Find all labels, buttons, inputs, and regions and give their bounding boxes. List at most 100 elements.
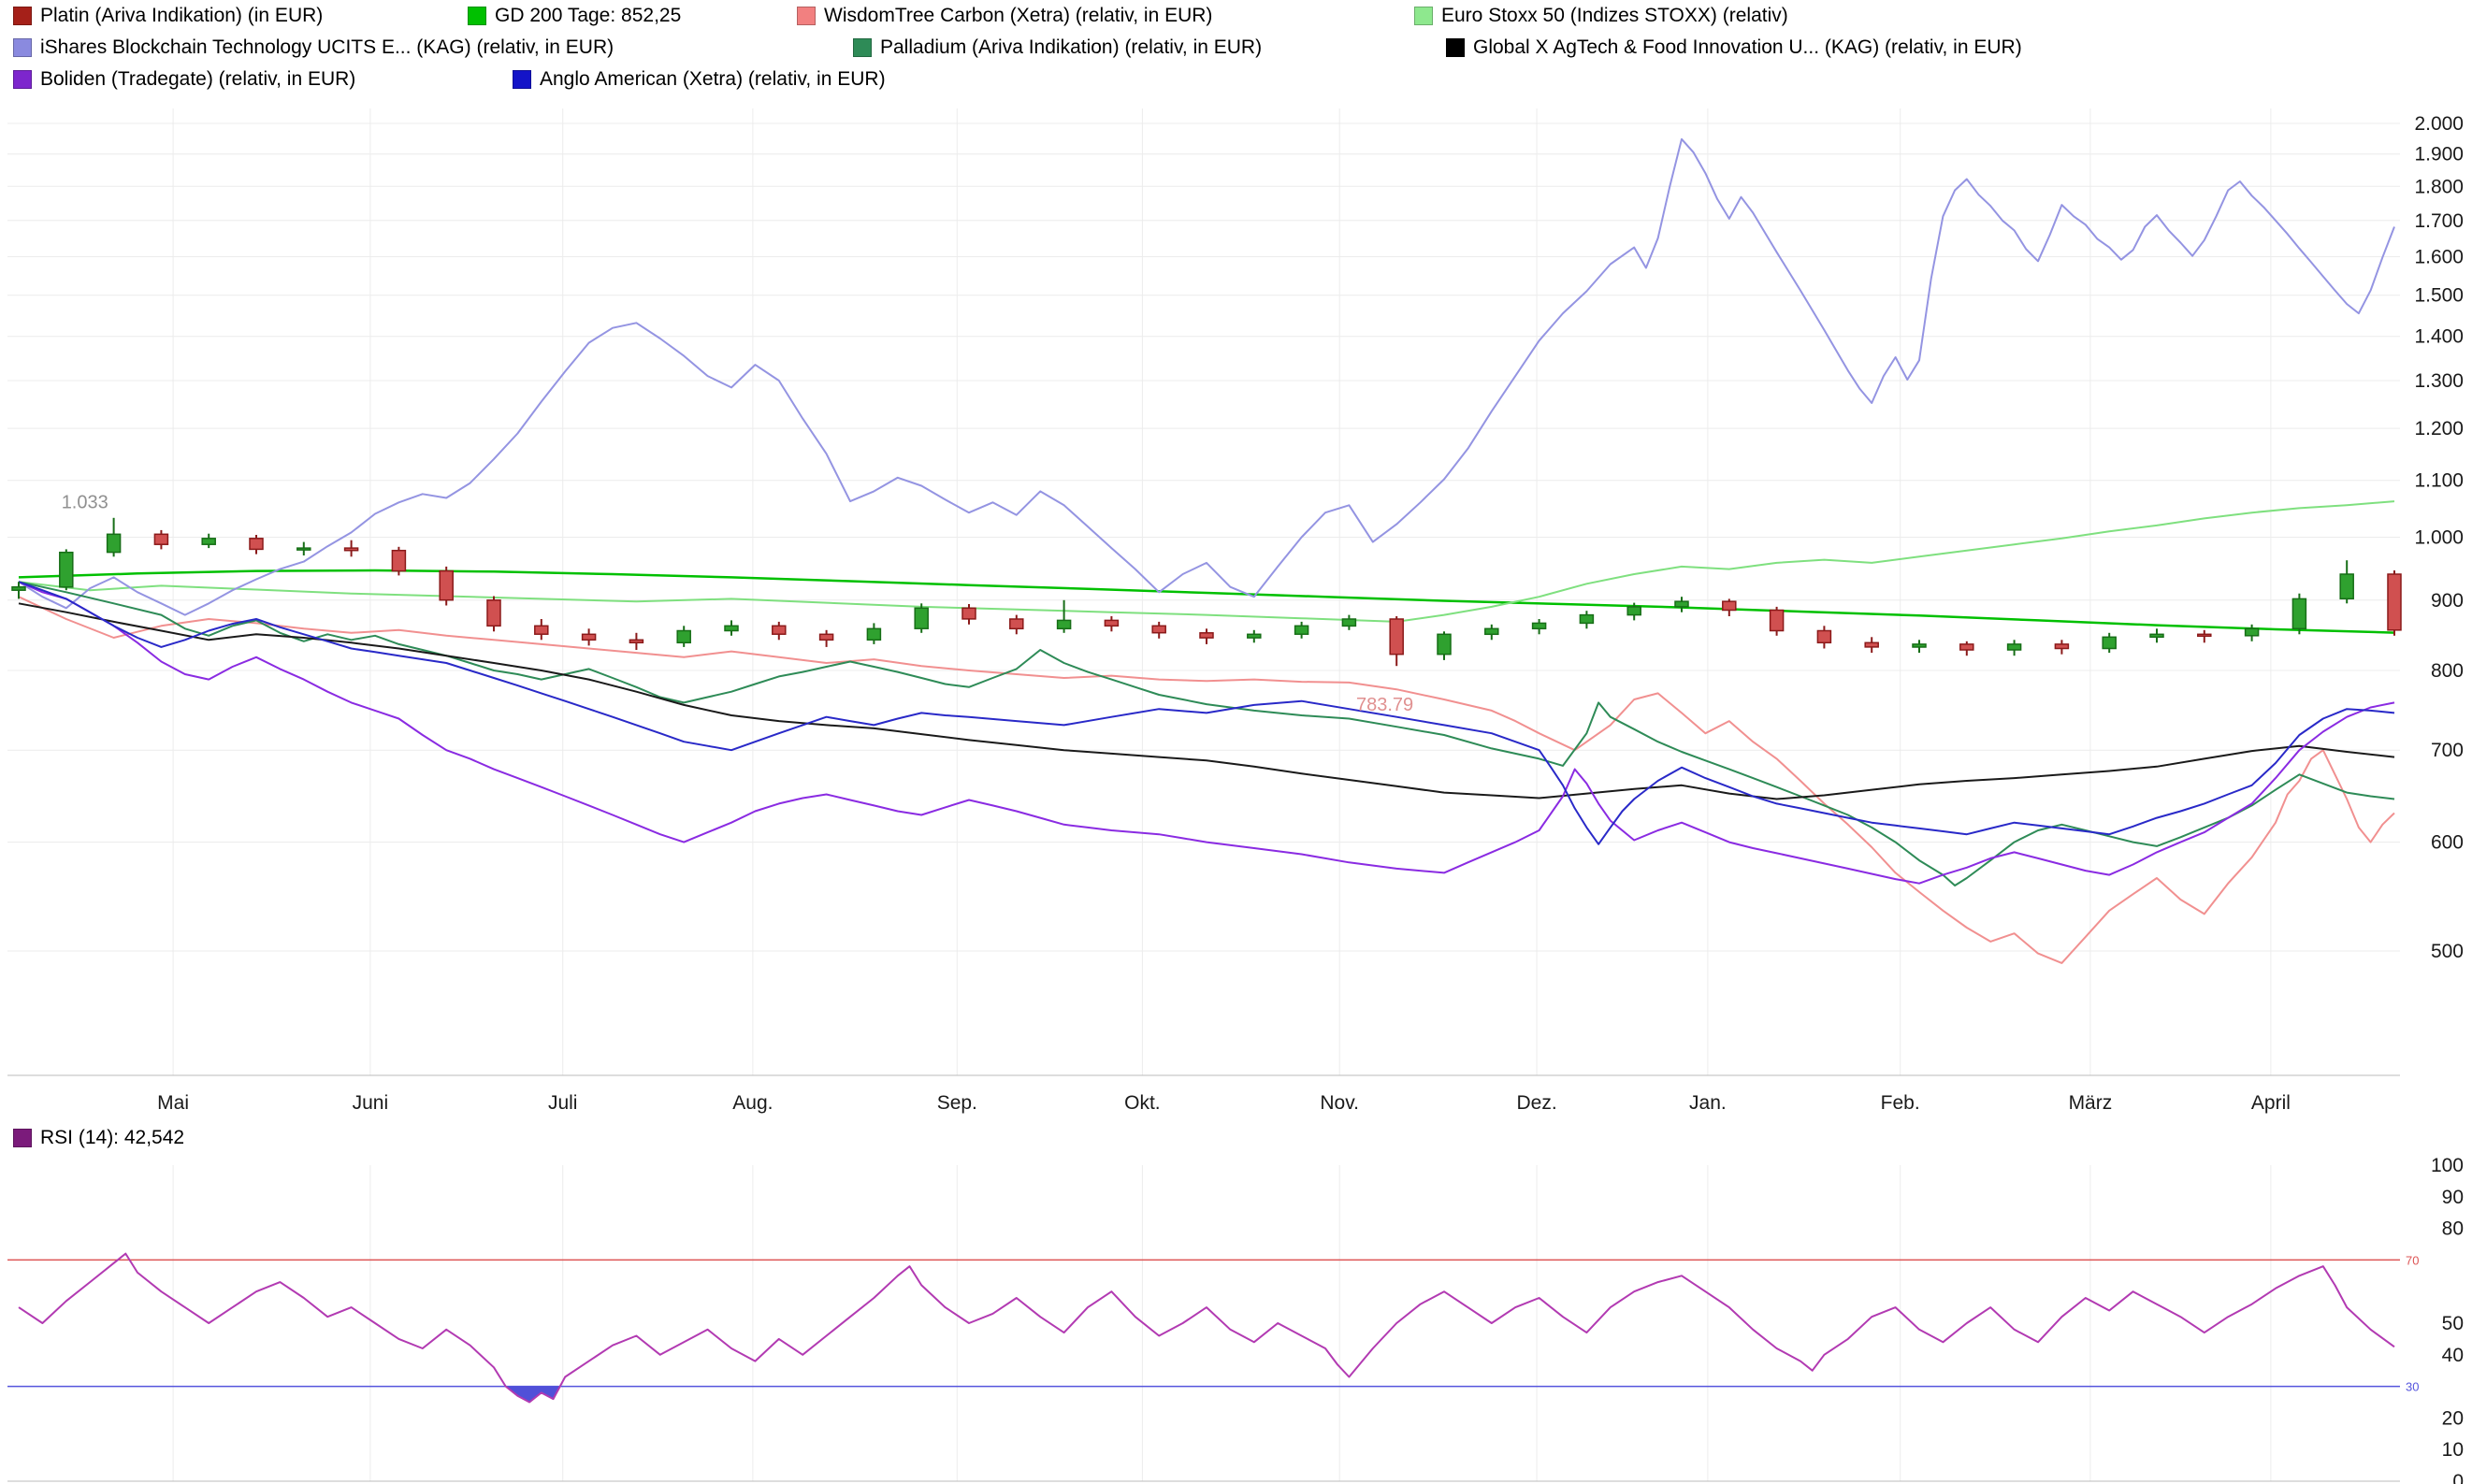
legend-label-platin: Platin (Ariva Indikation) (in EUR) [40,5,324,26]
eurostoxx-swatch-icon [1414,7,1433,25]
blockchain-swatch-icon [13,38,32,57]
svg-text:1.700: 1.700 [2414,210,2464,232]
svg-text:Nov.: Nov. [1320,1092,1359,1114]
svg-text:800: 800 [2431,660,2464,682]
candle-body [2102,636,2117,650]
svg-text:Dez.: Dez. [1517,1092,1557,1114]
svg-text:600: 600 [2431,832,2464,854]
svg-text:April: April [2251,1092,2291,1114]
candle-body [1769,609,1785,632]
candle-body [249,538,264,551]
svg-text:Jan.: Jan. [1689,1092,1727,1114]
svg-text:Sep.: Sep. [937,1092,977,1114]
svg-text:2.000: 2.000 [2414,113,2464,135]
candle-body [2006,643,2022,651]
chart-annotation: 1.033 [62,492,108,512]
boliden-swatch-icon [13,70,32,89]
svg-text:1.900: 1.900 [2414,144,2464,166]
legend-label-anglo: Anglo American (Xetra) (relativ, in EUR) [540,68,886,90]
legend-label-agtech: Global X AgTech & Food Innovation U... (… [1473,36,2022,58]
candle-body [1484,627,1499,636]
svg-text:Aug.: Aug. [732,1092,773,1114]
svg-text:50: 50 [2442,1313,2464,1334]
carbon-swatch-icon [797,7,816,25]
svg-text:Juni: Juni [353,1092,389,1114]
svg-text:1.000: 1.000 [2414,527,2464,549]
legend-item-gd200: GD 200 Tage: 852,25 [468,4,681,28]
svg-text:900: 900 [2431,590,2464,612]
legend-label-blockchain: iShares Blockchain Technology UCITS E...… [40,36,614,58]
candle-body [1104,619,1120,627]
candle-body [1531,622,1547,630]
candle-body [581,633,597,641]
legend-item-boliden: Boliden (Tradegate) (relativ, in EUR) [13,67,355,92]
agtech-swatch-icon [1446,38,1465,57]
rsi-line [18,1252,2395,1404]
svg-text:70: 70 [2406,1253,2419,1267]
candle-body [1579,613,1595,625]
series-carbon [18,596,2395,964]
candle-body [629,639,644,644]
candle-body [961,607,976,620]
legend-label-rsi: RSI (14): 42,542 [40,1127,185,1148]
candle-body [391,549,407,572]
candle-body [1009,618,1024,630]
svg-text:0: 0 [2452,1471,2464,1484]
legend-label-palladium: Palladium (Ariva Indikation) (relativ, i… [880,36,1263,58]
candle-body [296,547,311,551]
svg-text:1.200: 1.200 [2414,418,2464,439]
svg-text:100: 100 [2431,1155,2464,1176]
candle-body [1674,600,1689,608]
candle-body [153,533,169,545]
svg-text:Juli: Juli [548,1092,578,1114]
series-anglo [18,581,2395,845]
candle-body [772,625,787,635]
candle-body [1864,641,1879,648]
candle-body [343,547,359,552]
series-boliden [18,581,2395,885]
candle-body [1056,619,1072,630]
svg-text:Okt.: Okt. [1124,1092,1161,1114]
candle-body [818,633,834,641]
svg-text:1.300: 1.300 [2414,370,2464,392]
svg-text:Feb.: Feb. [1881,1092,1920,1114]
series-gd200 [18,569,2395,634]
platin-swatch-icon [13,7,32,25]
candle-body [866,627,882,641]
candle-body [1722,600,1737,612]
svg-text:1.600: 1.600 [2414,247,2464,268]
series-blockchain [18,137,2395,616]
anglo-swatch-icon [513,70,531,89]
chart-annotation: 783.79 [1356,695,1413,715]
rsi-oversold-fill [505,1386,560,1403]
series-agtech [18,602,2395,800]
svg-text:500: 500 [2431,941,2464,962]
candle-body [201,538,216,545]
candle-body [2244,627,2260,637]
svg-text:Mai: Mai [157,1092,189,1114]
svg-text:40: 40 [2442,1345,2464,1366]
legend-label-carbon: WisdomTree Carbon (Xetra) (relativ, in E… [824,5,1213,26]
palladium-swatch-icon [853,38,872,57]
candle-body [1247,633,1262,639]
series-eurostoxx [18,500,2395,623]
legend-label-gd200: GD 200 Tage: 852,25 [495,5,682,26]
candle-body [11,585,26,591]
candle-body [2339,573,2354,600]
candle-body [1294,625,1309,635]
candle-body [1437,633,1452,656]
legend-item-rsi: RSI (14): 42,542 [13,1126,184,1150]
candle-body [2054,643,2070,650]
candle-body [534,625,549,635]
candle-body [1151,625,1166,634]
candle-body [1816,629,1832,644]
rsi-swatch-icon [13,1129,32,1147]
candle-body [1389,618,1404,656]
svg-text:1.800: 1.800 [2414,176,2464,197]
candle-body [439,569,454,601]
legend-item-platin: Platin (Ariva Indikation) (in EUR) [13,4,323,28]
candle-body [676,629,691,644]
legend-label-eurostoxx: Euro Stoxx 50 (Indizes STOXX) (relativ) [1441,5,1788,26]
